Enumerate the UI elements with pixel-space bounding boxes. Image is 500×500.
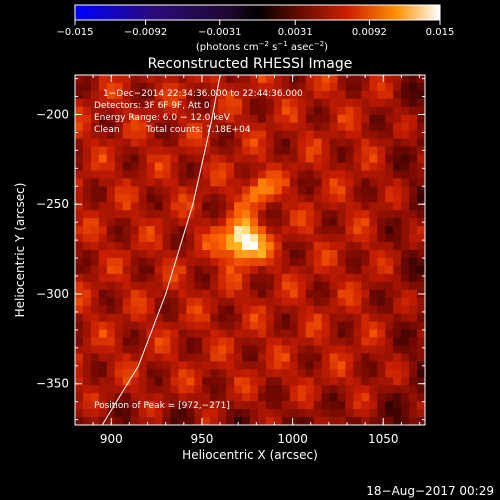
colorbar-tick-label: 0.015 (426, 27, 455, 38)
heatmap-image (75, 75, 425, 425)
chart-title: Reconstructed RHESSI Image (148, 56, 353, 72)
x-axis: 900 950 1000 1050 (92, 75, 421, 446)
annotation-peak-position: Position of Peak = [972,−271] (94, 401, 230, 411)
y-tick-label: −250 (36, 197, 69, 211)
colorbar-tick-label: −0.0092 (124, 27, 167, 38)
colorbar (74, 4, 441, 21)
x-tick-label: 900 (100, 432, 123, 446)
y-tick-label: −300 (36, 287, 69, 301)
colorbar-tick-label: −0.015 (56, 27, 93, 38)
annotation-energy: Energy Range: 6.0 − 12.0 keV (94, 113, 231, 123)
annotation-total-counts: Total counts: 7.18E+04 (145, 125, 251, 135)
footer-date: 18−Aug−2017 00:29 (366, 484, 494, 498)
colorbar-tick-label: −0.0031 (198, 27, 241, 38)
y-axis-label: Heliocentric Y (arcsec) (13, 183, 27, 318)
annotation-time: 1−Dec−2014 22:34:36.000 to 22:44:36.000 (103, 89, 303, 99)
colorbar-tick-label: 0.0092 (352, 27, 387, 38)
annotation-detectors: Detectors: 3F 6F 9F, Att 0 (94, 101, 210, 111)
x-axis-label: Heliocentric X (arcsec) (182, 448, 318, 462)
colorbar-tick-label: 0.0031 (278, 27, 313, 38)
annotation-clean: Clean (94, 125, 120, 135)
solar-limb-line (101, 75, 221, 425)
x-tick-label: 1050 (368, 432, 399, 446)
x-tick-label: 950 (190, 432, 213, 446)
y-axis: −200 −250 −300 −350 (36, 78, 425, 421)
y-tick-label: −350 (36, 377, 69, 391)
y-tick-label: −200 (36, 107, 69, 121)
plot-frame (74, 74, 426, 426)
colorbar-units: (photons cm−2 s−1 asec−2) (196, 40, 328, 53)
colorbar-ticks: −0.015 −0.0092 −0.0031 0.0031 0.0092 0.015 (56, 20, 454, 38)
x-tick-label: 1000 (277, 432, 308, 446)
